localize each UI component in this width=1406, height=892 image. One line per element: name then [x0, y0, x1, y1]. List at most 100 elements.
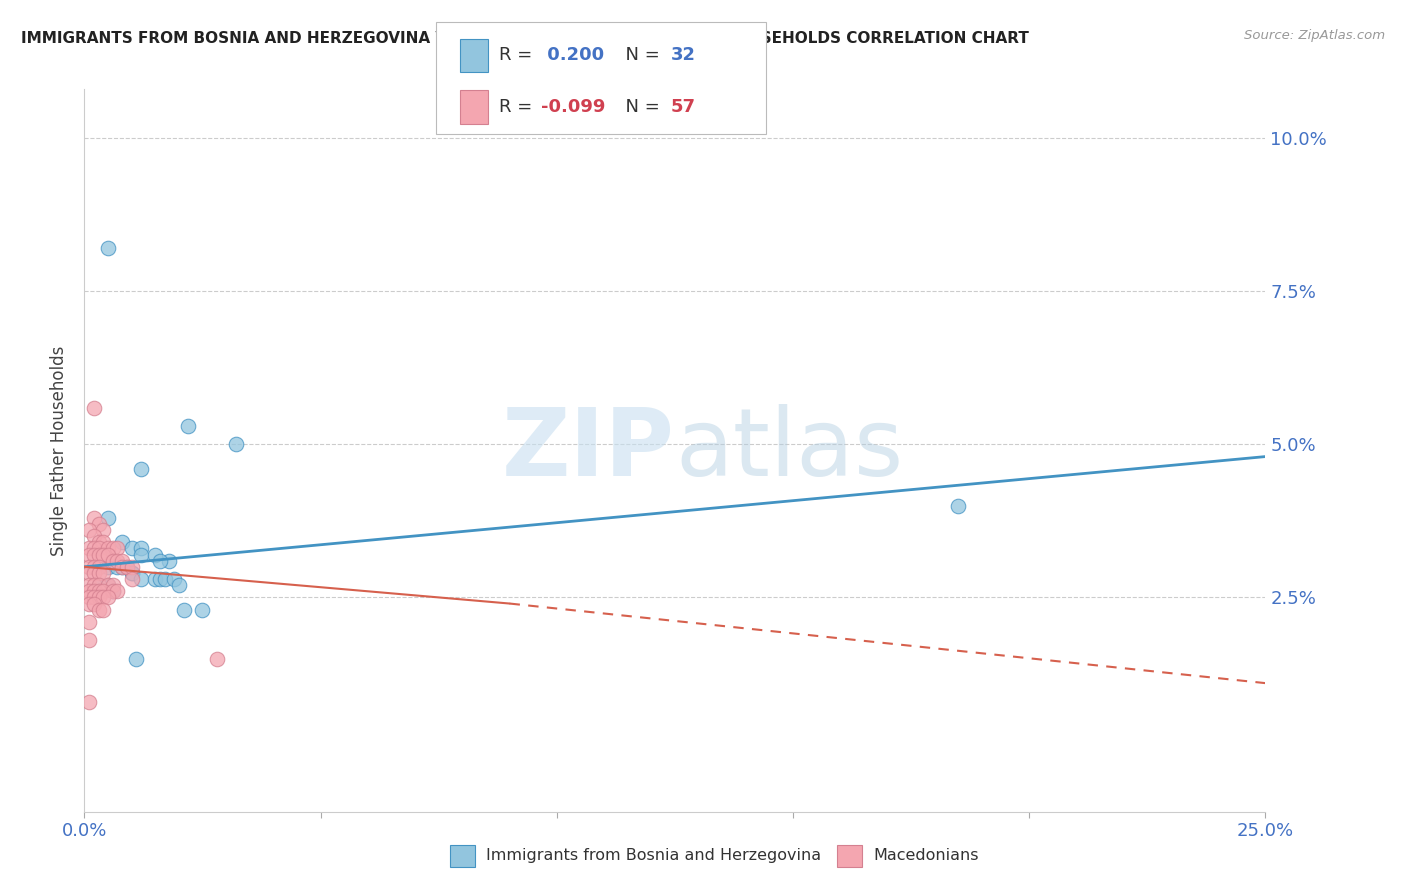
- Point: [129, 572, 152, 586]
- Point: [83, 591, 105, 605]
- Point: [97, 541, 120, 556]
- Point: [91, 602, 114, 616]
- Point: [107, 541, 129, 556]
- Point: [101, 541, 124, 556]
- Point: [111, 559, 134, 574]
- Point: [87, 559, 110, 574]
- Point: [91, 523, 114, 537]
- Point: [143, 572, 166, 586]
- Text: IMMIGRANTS FROM BOSNIA AND HERZEGOVINA VS MACEDONIAN SINGLE FATHER HOUSEHOLDS CO: IMMIGRANTS FROM BOSNIA AND HERZEGOVINA V…: [21, 31, 1029, 46]
- Point: [83, 578, 105, 592]
- Point: [87, 584, 110, 599]
- Text: atlas: atlas: [675, 404, 903, 497]
- Point: [97, 578, 120, 592]
- Point: [83, 548, 105, 562]
- Point: [107, 554, 129, 568]
- Point: [83, 529, 105, 543]
- Point: [77, 541, 100, 556]
- Point: [97, 548, 120, 562]
- Point: [101, 584, 124, 599]
- Point: [77, 559, 100, 574]
- Point: [83, 541, 105, 556]
- Point: [129, 548, 152, 562]
- Point: [177, 419, 200, 434]
- Point: [77, 633, 100, 648]
- Y-axis label: Single Father Households: Single Father Households: [51, 345, 69, 556]
- Point: [83, 566, 105, 580]
- Point: [87, 578, 110, 592]
- Point: [149, 572, 172, 586]
- Point: [143, 548, 166, 562]
- Point: [149, 554, 172, 568]
- Text: ZIP: ZIP: [502, 404, 675, 497]
- Point: [129, 462, 152, 476]
- Point: [107, 559, 129, 574]
- Point: [77, 566, 100, 580]
- Point: [97, 578, 120, 592]
- Point: [111, 559, 134, 574]
- Point: [87, 584, 110, 599]
- Point: [91, 566, 114, 580]
- Point: [83, 559, 105, 574]
- Point: [153, 572, 176, 586]
- Point: [87, 535, 110, 549]
- Point: [83, 584, 105, 599]
- Text: N =: N =: [614, 46, 666, 64]
- Point: [101, 554, 124, 568]
- Point: [87, 578, 110, 592]
- Point: [115, 559, 138, 574]
- Point: [97, 511, 120, 525]
- Point: [173, 602, 195, 616]
- Point: [97, 241, 120, 255]
- Text: -0.099: -0.099: [541, 98, 606, 116]
- Text: R =: R =: [499, 98, 538, 116]
- Point: [87, 541, 110, 556]
- Point: [87, 602, 110, 616]
- Point: [121, 566, 143, 580]
- Point: [948, 499, 970, 513]
- Point: [91, 535, 114, 549]
- Point: [77, 523, 100, 537]
- Text: Immigrants from Bosnia and Herzegovina: Immigrants from Bosnia and Herzegovina: [486, 848, 821, 863]
- Point: [97, 591, 120, 605]
- Point: [163, 572, 186, 586]
- Point: [77, 578, 100, 592]
- Point: [121, 541, 143, 556]
- Point: [111, 554, 134, 568]
- Point: [87, 548, 110, 562]
- Text: R =: R =: [499, 46, 538, 64]
- Point: [191, 602, 214, 616]
- Point: [87, 516, 110, 531]
- Text: 0.200: 0.200: [541, 46, 605, 64]
- Point: [97, 559, 120, 574]
- Text: 32: 32: [671, 46, 696, 64]
- Point: [87, 591, 110, 605]
- Point: [101, 584, 124, 599]
- Point: [91, 591, 114, 605]
- Point: [107, 584, 129, 599]
- Point: [77, 548, 100, 562]
- Point: [77, 591, 100, 605]
- Point: [77, 597, 100, 611]
- Point: [125, 651, 148, 665]
- Point: [157, 554, 180, 568]
- Text: Macedonians: Macedonians: [873, 848, 979, 863]
- Point: [87, 566, 110, 580]
- Point: [205, 651, 228, 665]
- Point: [91, 584, 114, 599]
- Point: [101, 578, 124, 592]
- Point: [91, 548, 114, 562]
- Text: N =: N =: [614, 98, 666, 116]
- Point: [115, 559, 138, 574]
- Point: [167, 578, 190, 592]
- Point: [129, 541, 152, 556]
- Point: [83, 401, 105, 415]
- Point: [77, 694, 100, 708]
- Point: [225, 437, 247, 451]
- Point: [83, 511, 105, 525]
- Text: 57: 57: [671, 98, 696, 116]
- Point: [121, 566, 143, 580]
- Point: [77, 615, 100, 629]
- Point: [121, 559, 143, 574]
- Point: [111, 535, 134, 549]
